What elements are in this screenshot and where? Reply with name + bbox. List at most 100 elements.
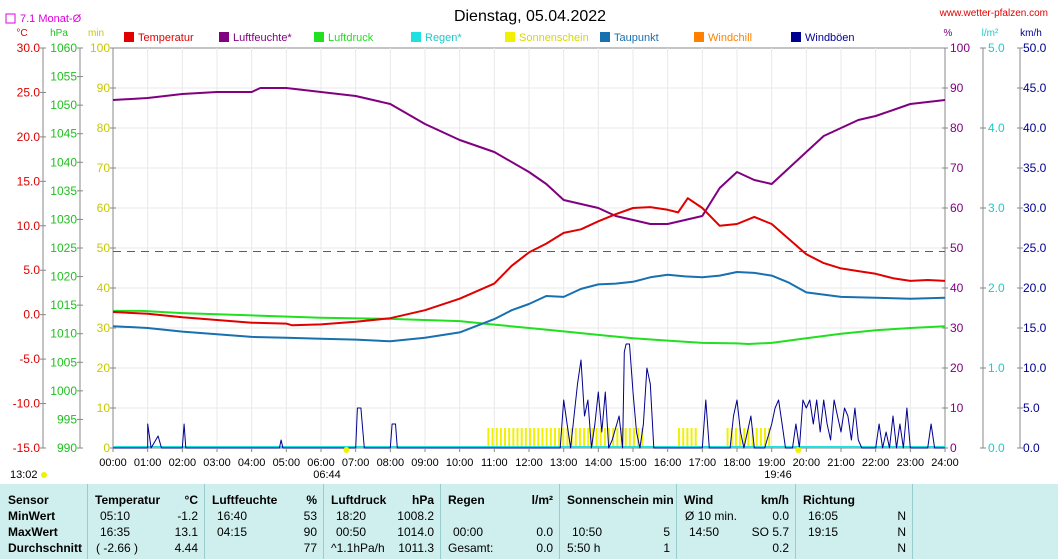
axis-pressure-tick: 1035 — [50, 184, 77, 198]
axis-humidity-tick: 40 — [950, 281, 964, 295]
x-tick-label: 14:00 — [585, 457, 613, 469]
press-min-time: 18:20 — [336, 509, 367, 523]
x-tick-label: 04:00 — [238, 457, 266, 469]
sunshine-bar — [545, 428, 548, 448]
wind-min-val: 0.0 — [772, 509, 789, 523]
sunshine-bar — [516, 428, 519, 448]
sunshine-bar — [747, 428, 750, 448]
sunshine-bar — [599, 428, 602, 448]
legend-label: Sonnenschein — [519, 32, 589, 44]
x-tick-label: 21:00 — [827, 457, 855, 469]
rain-total-val: 0.0 — [536, 541, 553, 555]
axis-pressure-tick: 1050 — [50, 98, 77, 112]
hdr-temp-unit: °C — [184, 493, 198, 507]
axis-rain-tick: 1.0 — [988, 361, 1005, 375]
axis-sunshine-tick: 20 — [97, 361, 111, 375]
axis-rain-tick: 4.0 — [988, 121, 1005, 135]
row-label: MaxWert — [8, 525, 58, 539]
sunshine-bar — [487, 428, 490, 448]
sunshine-bar — [764, 428, 767, 448]
wind-min-label: Ø 10 min. — [685, 509, 738, 523]
sunshine-bar — [504, 428, 507, 448]
sunshine-bar — [608, 428, 611, 448]
chart-svg: Dienstag, 05.04.2022 www.wetter-pfalzen.… — [5, 8, 1048, 481]
monat-label: 7.1 Monat-Ø — [20, 13, 82, 25]
sunshine-bar — [641, 428, 644, 448]
unit-wind: km/h — [1020, 28, 1042, 39]
x-tick-label: 15:00 — [619, 457, 647, 469]
axis-rain-tick: 3.0 — [988, 201, 1005, 215]
axis-wind-tick: 10.0 — [1023, 361, 1047, 375]
sunshine-bar — [759, 428, 762, 448]
sun-max-val: 5 — [663, 525, 670, 539]
legend-label: Regen* — [425, 32, 462, 44]
x-tick-label: 03:00 — [203, 457, 231, 469]
hdr-sun: Sonnenschein min — [567, 493, 674, 507]
temp-min-time: 05:10 — [100, 509, 131, 523]
axis-humidity-tick: 80 — [950, 121, 964, 135]
axis-pressure-tick: 1025 — [50, 241, 77, 255]
axis-pressure-tick: 1005 — [50, 355, 77, 369]
axis-humidity-tick: 50 — [950, 241, 964, 255]
x-tick-label: 00:00 — [99, 457, 127, 469]
stats-col-pressure: Luftdruck hPa 18:20 1008.2 00:50 1014.0 … — [324, 484, 441, 559]
axis-wind-tick: 25.0 — [1023, 241, 1047, 255]
sunshine-bar — [587, 428, 590, 448]
axis-pressure-tick: 995 — [57, 412, 77, 426]
axis-sunshine-tick: 0 — [103, 441, 110, 455]
unit-rain: l/m² — [982, 28, 999, 39]
sunshine-bar — [524, 428, 527, 448]
sunset-marker-icon — [795, 447, 802, 453]
sunrise-marker-icon — [343, 447, 350, 453]
axis-wind-tick: 45.0 — [1023, 81, 1047, 95]
hum-min-time: 16:40 — [217, 509, 248, 523]
site-url[interactable]: www.wetter-pfalzen.com — [939, 8, 1048, 19]
row-label: Durchschnitt — [8, 541, 83, 555]
wind-max-val: SO 5.7 — [751, 525, 789, 539]
series-windböen-line — [113, 343, 945, 449]
axis-rain-tick: 5.0 — [988, 41, 1005, 55]
hdr-wind-unit: km/h — [760, 493, 789, 507]
sunshine-bar — [537, 428, 540, 448]
sunshine-bar — [616, 428, 619, 448]
sunshine-bar — [734, 428, 737, 448]
axis-pressure-tick: 990 — [57, 441, 77, 455]
hdr-hum-unit: % — [306, 493, 317, 507]
dir-min-val: N — [897, 509, 906, 523]
x-tick-label: 07:00 — [342, 457, 370, 469]
axis-humidity-tick: 10 — [950, 401, 964, 415]
hdr-rain: Regen — [448, 493, 485, 507]
chart-legend: Temperatur Luftfeuchte* Luftdruck Regen* Son… — [124, 32, 855, 44]
sun-icon — [41, 472, 47, 478]
hum-avg-val: 77 — [303, 541, 317, 555]
sunshine-bar — [499, 428, 502, 448]
unit-sunshine: min — [88, 28, 104, 39]
dir-avg-val: N — [897, 541, 906, 555]
axis-temp-tick: 0.0 — [23, 308, 40, 322]
axis-wind-tick: 0.0 — [1023, 441, 1040, 455]
axis-pressure-tick: 1010 — [50, 327, 77, 341]
temp-max-val: 13.1 — [174, 525, 198, 539]
hdr-press: Luftdruck — [331, 493, 387, 507]
sunshine-bar — [583, 428, 586, 448]
sunshine-bar — [562, 428, 565, 448]
unit-humidity: % — [944, 28, 953, 39]
temp-min-val: -1.2 — [177, 509, 198, 523]
hum-max-time: 04:15 — [217, 525, 248, 539]
sunshine-bar — [508, 428, 511, 448]
legend-label: Windchill — [708, 32, 752, 44]
x-tick-label: 08:00 — [377, 457, 405, 469]
temp-avg-time: ( -2.66 ) — [96, 541, 139, 555]
x-tick-label: 12:00 — [515, 457, 543, 469]
stats-col-temp: Temperatur °C 05:10 -1.2 16:35 13.1 ( -2… — [88, 484, 205, 559]
series-temperatur-line — [112, 197, 946, 327]
sunshine-bar — [694, 428, 697, 448]
stats-col-humidity: Luftfeuchte % 16:40 53 04:15 90 77 — [205, 484, 324, 559]
axis-sunshine-tick: 100 — [90, 41, 110, 55]
axis-temp-tick: 20.0 — [17, 130, 41, 144]
x-tick-label: 16:00 — [654, 457, 682, 469]
sunshine-bar — [739, 428, 742, 448]
sunshine-bar — [512, 428, 515, 448]
legend-swatch — [219, 32, 229, 42]
wind-max-time: 14:50 — [689, 525, 720, 539]
